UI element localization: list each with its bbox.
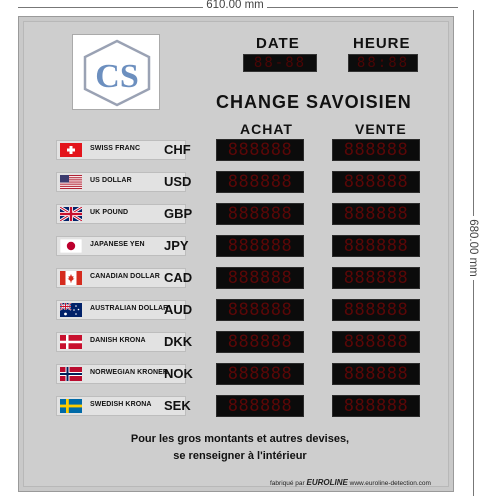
width-dimension: 610.00 mm (0, 0, 470, 14)
norway-flag-icon (60, 367, 82, 381)
credit-prefix: fabriqué par (270, 480, 305, 487)
height-dimension: 680.00 mm (456, 10, 490, 496)
currency-code: NOK (164, 366, 193, 381)
currency-name: CANADIAN DOLLAR (90, 273, 160, 280)
date-display: 88-88 (243, 54, 317, 72)
buy-rate-display: 888888 (216, 363, 304, 385)
currency-code: SEK (164, 398, 191, 413)
japan-flag-icon (60, 239, 82, 253)
sell-rate-display: 888888 (332, 139, 420, 161)
credit-site: www.euroline-detection.com (349, 480, 431, 487)
sell-rate-display: 888888 (332, 331, 420, 353)
date-label: DATE (256, 35, 300, 52)
currency-name: UK POUND (90, 209, 129, 216)
sell-rate-display: 888888 (332, 203, 420, 225)
time-display: 88:88 (348, 54, 418, 72)
buy-rate-display: 888888 (216, 331, 304, 353)
buy-rate-display: 888888 (216, 171, 304, 193)
swiss-flag-icon (60, 143, 82, 157)
sell-rate-display: 888888 (332, 299, 420, 321)
currency-name: NORWEGIAN KRONER (90, 369, 169, 376)
footer-line-2: se renseigner à l'intérieur (173, 450, 307, 462)
width-dimension-label: 610.00 mm (203, 0, 267, 11)
australia-flag-icon (60, 303, 82, 317)
currency-code: CHF (164, 142, 191, 157)
footer-line-1: Pour les gros montants et autres devises… (130, 433, 350, 445)
denmark-flag-icon (60, 335, 82, 349)
buy-rate-display: 888888 (216, 203, 304, 225)
currency-name: JAPANESE YEN (90, 241, 145, 248)
buy-column-header: ACHAT (240, 121, 293, 137)
currency-code: USD (164, 174, 192, 189)
sell-rate-display: 888888 (332, 267, 420, 289)
logo: CS (72, 34, 160, 110)
buy-rate-display: 888888 (216, 139, 304, 161)
board-title: CHANGE SAVOISIEN (216, 92, 412, 112)
currency-code: CAD (164, 270, 193, 285)
currency-row: SWISS FRANC CHF (56, 140, 191, 160)
currency-code: GBP (164, 206, 193, 221)
buy-rate-display: 888888 (216, 235, 304, 257)
usa-flag-icon (60, 175, 82, 189)
logo-icon: CS (83, 39, 151, 107)
currency-code: JPY (164, 238, 189, 253)
buy-rate-display: 888888 (216, 299, 304, 321)
currency-row: DANISH KRONA DKK (56, 332, 192, 352)
currency-row: CANADIAN DOLLAR CAD (56, 268, 192, 288)
sell-rate-display: 888888 (332, 171, 420, 193)
uk-flag-icon (60, 207, 82, 221)
currency-row: SWEDISH KRONA SEK (56, 396, 191, 416)
currency-row: JAPANESE YEN JPY (56, 236, 189, 256)
currency-row: NORWEGIAN KRONER NOK (56, 364, 193, 384)
sell-rate-display: 888888 (332, 395, 420, 417)
time-label: HEURE (353, 35, 411, 52)
currency-code: DKK (164, 334, 193, 349)
manufacturer-credit: fabriqué par EUROLINE www.euroline-detec… (270, 478, 450, 487)
sell-rate-display: 888888 (332, 235, 420, 257)
sell-column-header: VENTE (355, 121, 407, 137)
currency-name: AUSTRALIAN DOLLAR (90, 305, 169, 312)
currency-row: US DOLLAR USD (56, 172, 191, 192)
sweden-flag-icon (60, 399, 82, 413)
currency-name: DANISH KRONA (90, 337, 146, 344)
currency-name: US DOLLAR (90, 177, 132, 184)
currency-row: UK POUND GBP (56, 204, 192, 224)
buy-rate-display: 888888 (216, 395, 304, 417)
currency-row: AUSTRALIAN DOLLAR AUD (56, 300, 192, 320)
height-dimension-label: 680.00 mm (467, 216, 479, 280)
currency-code: AUD (164, 302, 193, 317)
sell-rate-display: 888888 (332, 363, 420, 385)
buy-rate-display: 888888 (216, 267, 304, 289)
logo-text: CS (95, 58, 138, 95)
credit-brand: EUROLINE (306, 478, 348, 487)
currency-name: SWISS FRANC (90, 145, 141, 152)
currency-name: SWEDISH KRONA (90, 401, 152, 408)
canada-flag-icon (60, 271, 82, 285)
